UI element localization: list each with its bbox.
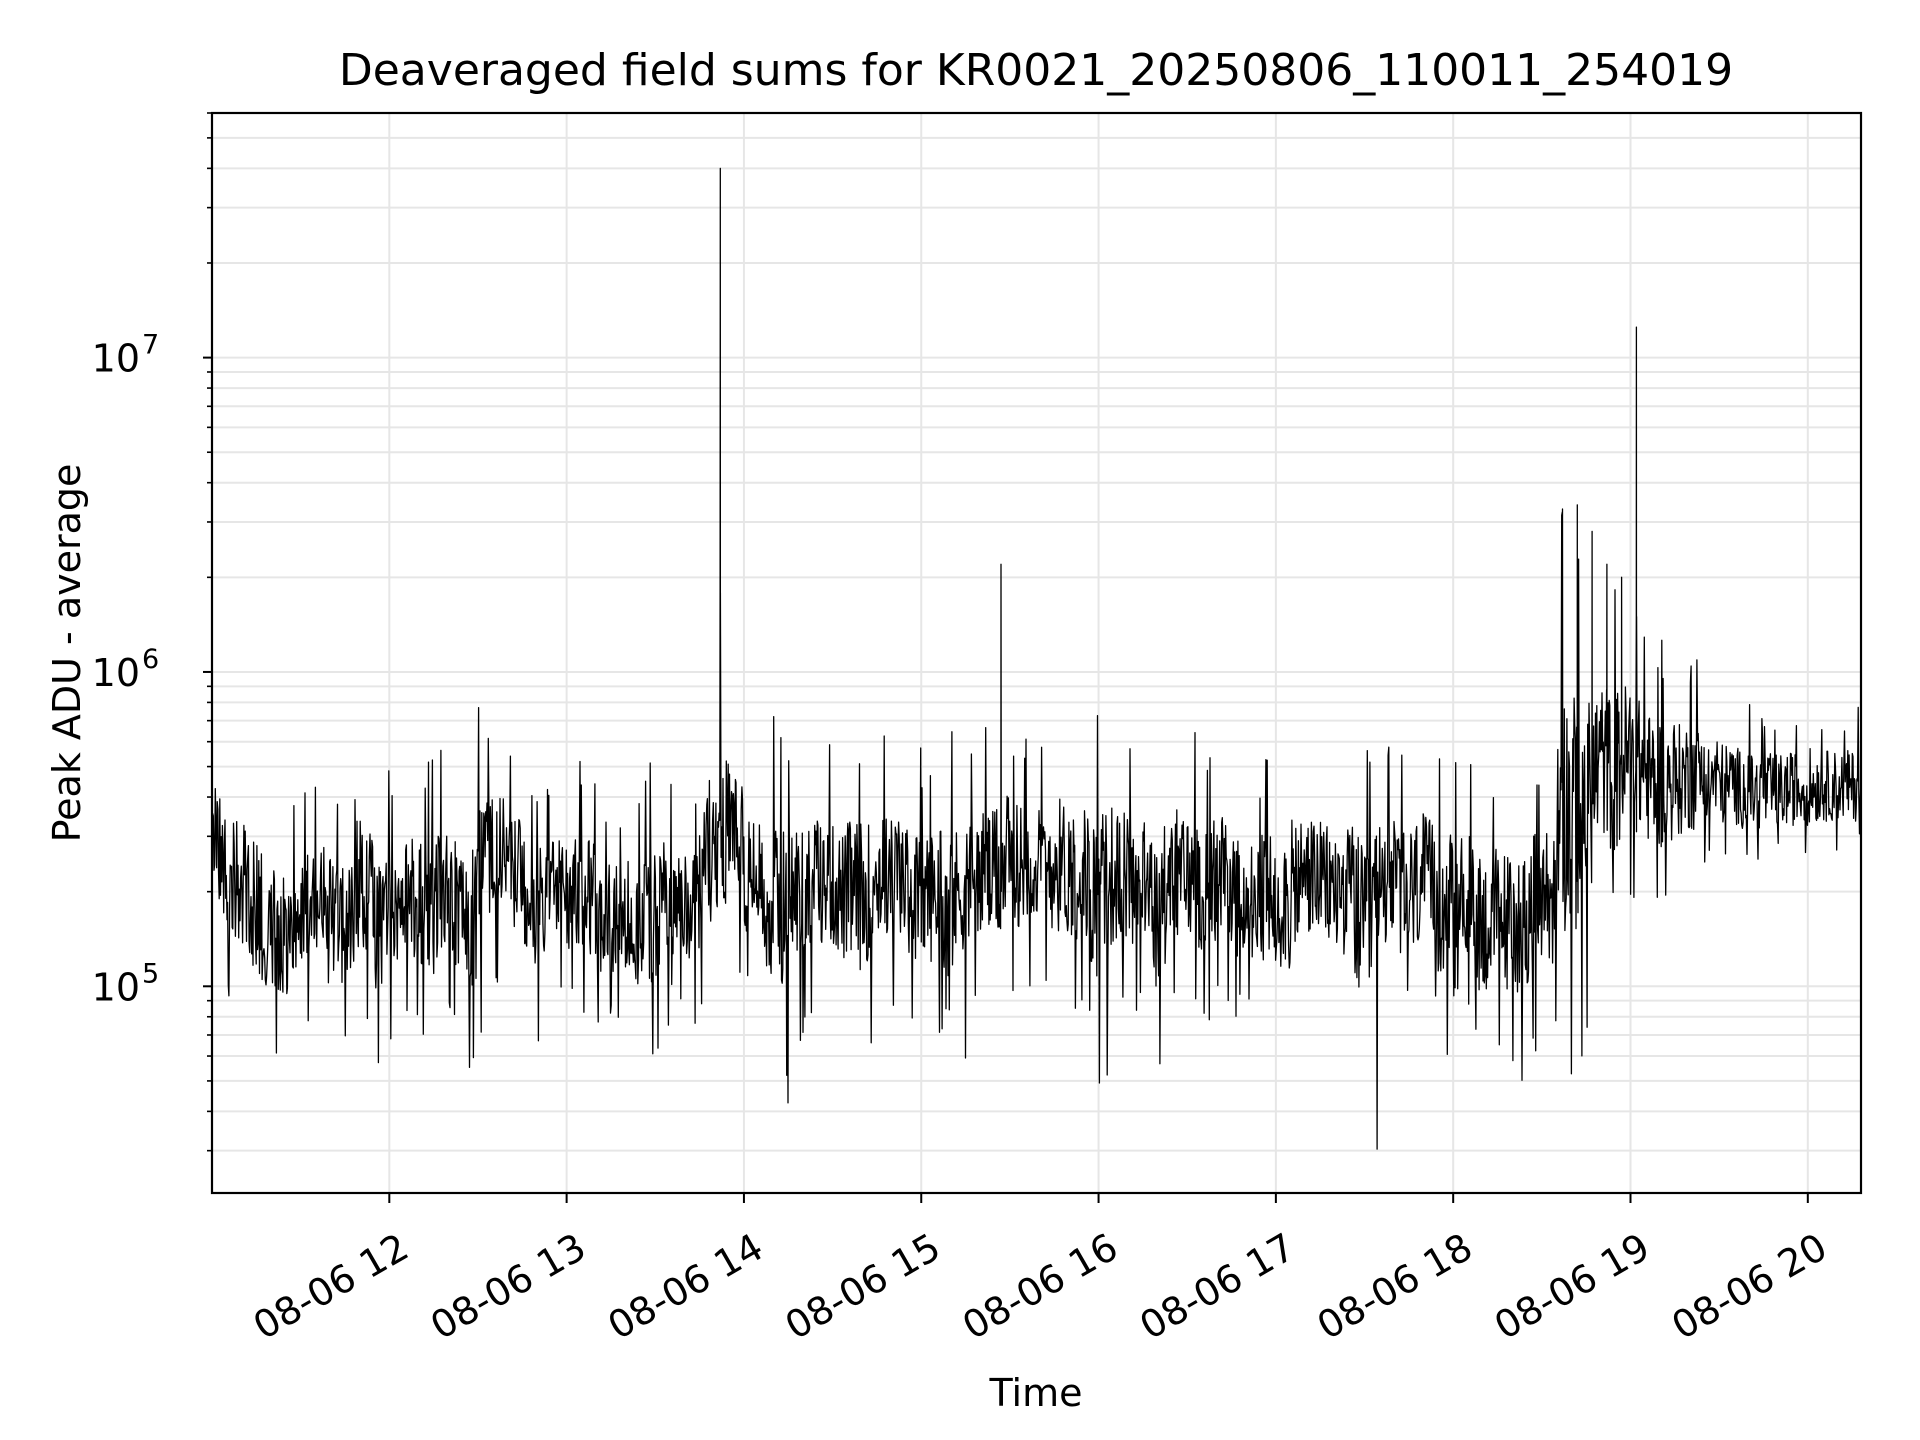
series-line	[211, 167, 1862, 1150]
plot-frame	[210, 111, 1863, 1195]
y-tick-base: 10	[92, 651, 140, 695]
chart-title: Deaveraged field sums for KR0021_2025080…	[339, 45, 1733, 96]
y-tick-base: 10	[92, 337, 140, 381]
grid	[212, 112, 1861, 1193]
y-tick-exponent: 5	[142, 958, 159, 989]
y-tick-exponent: 7	[142, 330, 159, 361]
y-tick-base: 10	[92, 965, 140, 1009]
y-tick-label: 10	[92, 651, 140, 695]
plot-area	[211, 167, 1862, 1150]
y-tick-label: 10	[92, 965, 140, 1009]
x-axis-label: Time	[989, 1371, 1083, 1415]
y-tick-exponent: 6	[142, 644, 159, 675]
y-tick-label: 10	[92, 337, 140, 381]
y-axis-label: Peak ADU - average	[45, 464, 89, 843]
